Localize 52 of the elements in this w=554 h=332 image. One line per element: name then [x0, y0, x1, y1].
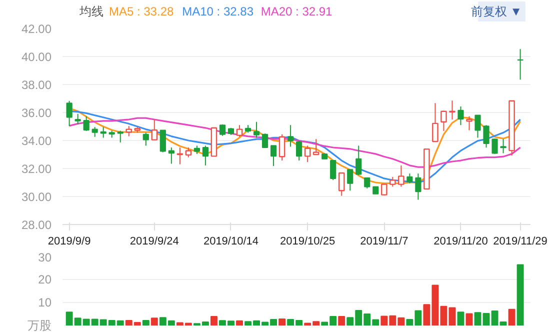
line-series	[68, 117, 522, 168]
y-tick-label: 40.00	[21, 50, 52, 64]
x-tick-label: 2019/10/25	[280, 236, 336, 248]
candlestick	[151, 119, 158, 140]
text: MA20 : 32.91	[260, 4, 333, 18]
candlestick	[508, 100, 515, 156]
text: MA10 : 32.83	[182, 4, 254, 18]
bar	[278, 318, 286, 326]
bar	[236, 320, 243, 326]
candlestick	[338, 172, 345, 196]
bar	[491, 310, 498, 326]
candlestick	[449, 100, 456, 120]
y-tick-label: 10	[38, 296, 52, 310]
candlestick	[424, 148, 430, 190]
candlestick	[347, 169, 354, 192]
bar	[338, 316, 346, 326]
bar	[474, 312, 482, 326]
bar	[508, 308, 516, 326]
bar	[150, 318, 158, 326]
candlestick	[210, 127, 218, 157]
bar	[466, 313, 473, 326]
bar	[500, 322, 507, 326]
x-tick-label: 2019/11/29	[493, 236, 548, 248]
y-tick-label: 万股	[28, 318, 52, 332]
bar	[142, 320, 150, 326]
y-tick-label: 20	[38, 272, 52, 286]
y-tick-label: 30.00	[21, 190, 52, 204]
x-tick-label: 2019/10/14	[203, 236, 259, 248]
y-tick-label: 38.00	[21, 78, 52, 92]
candlestick	[415, 173, 422, 200]
bar	[516, 264, 524, 326]
bar	[482, 313, 490, 326]
y-tick-label: 30	[38, 250, 52, 264]
x-tick-label: 2019/11/7	[360, 236, 408, 248]
y-tick-label: 34.00	[21, 134, 52, 148]
y-tick-label: 32.00	[21, 162, 52, 176]
y-tick-label: 42.00	[21, 22, 52, 36]
chart-title: 均线	[78, 4, 104, 18]
bar	[457, 312, 464, 326]
text: 前复权 ▼	[470, 4, 522, 18]
x-tick-label: 2019/11/20	[434, 236, 488, 248]
candlestick	[500, 138, 506, 154]
candlestick	[432, 102, 438, 142]
candlestick	[372, 186, 379, 194]
candlestick	[270, 145, 277, 166]
y-tick-label: 36.00	[21, 106, 52, 120]
text: MA5 : 33.28	[108, 4, 174, 18]
bar	[210, 316, 218, 326]
x-tick-label: 2019/9/24	[130, 236, 179, 248]
x-tick-label: 2019/9/9	[48, 236, 91, 248]
y-tick-label: 28.00	[21, 218, 52, 232]
candlestick	[517, 48, 524, 80]
